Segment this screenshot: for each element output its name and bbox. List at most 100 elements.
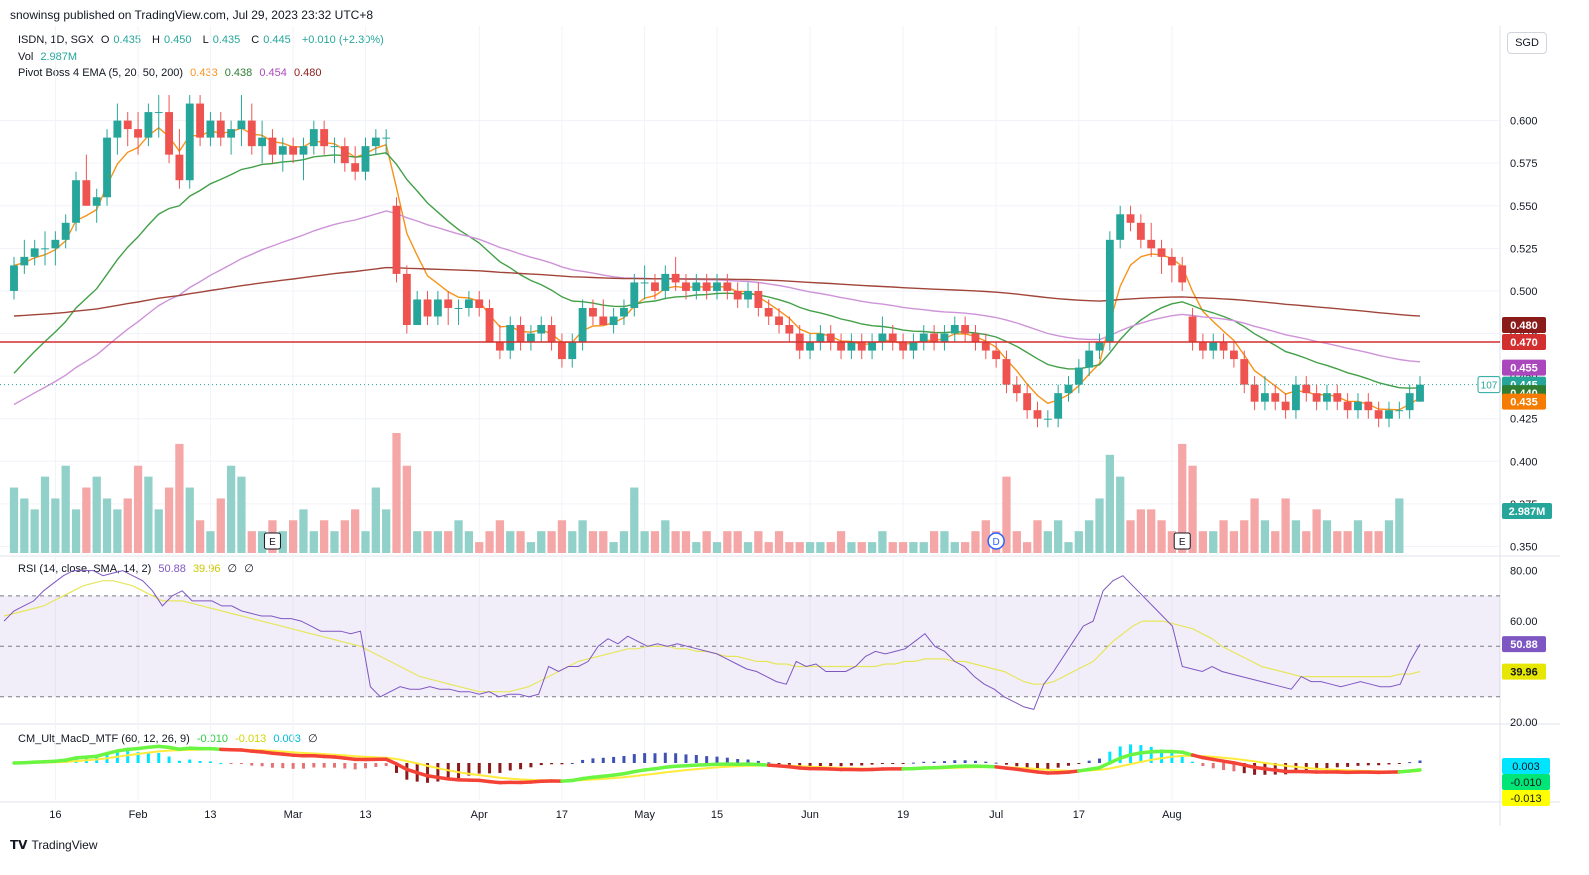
- macd-hist-bar: [1160, 749, 1164, 763]
- candle-body: [454, 307, 463, 309]
- volume-bar: [1043, 531, 1052, 553]
- volume-bar: [320, 520, 329, 553]
- candle: [361, 137, 370, 181]
- price-tick-label: 0.450: [1510, 371, 1538, 383]
- candle: [557, 333, 566, 368]
- candle-body: [1354, 401, 1362, 411]
- volume-bar: [609, 542, 618, 553]
- volume-bar: [1353, 520, 1363, 553]
- macd-line-segment: [1242, 763, 1257, 770]
- volume-bar: [257, 531, 267, 553]
- volume-bar: [1074, 531, 1083, 553]
- candle: [82, 154, 91, 206]
- macd-line-segment: [1108, 756, 1122, 765]
- volume-bar: [898, 542, 908, 553]
- price-label-text: 0.455: [1510, 363, 1538, 375]
- candle-body: [1178, 265, 1187, 283]
- candle: [713, 273, 721, 300]
- ohlc-low: L 0.435: [202, 34, 241, 46]
- candle-body: [1033, 410, 1042, 419]
- candle: [1002, 350, 1011, 394]
- volume-label[interactable]: Vol: [18, 51, 34, 63]
- macd-hist-bar: [426, 763, 430, 783]
- candle-body: [1395, 410, 1404, 412]
- macd-line-segment: [1273, 768, 1288, 774]
- candle: [754, 282, 763, 317]
- candle-body: [1374, 410, 1383, 419]
- event-label: D: [993, 537, 1000, 548]
- candle-body: [485, 307, 494, 343]
- price-label-box: [1502, 317, 1546, 334]
- ema-lines: [13, 126, 1421, 411]
- macd-line-segment: [343, 756, 357, 762]
- macd-hist-bar: [1108, 751, 1112, 763]
- macd-hist-bar: [64, 759, 68, 763]
- volume-bar: [888, 542, 897, 553]
- macd-line-segment: [177, 746, 192, 751]
- ema-label[interactable]: Pivot Boss 4 EMA (5, 20, 50, 200): [18, 67, 184, 79]
- rsi-label[interactable]: RSI (14, close, SMA, 14, 2): [18, 563, 152, 575]
- macd-hist-bar: [1191, 761, 1195, 763]
- volume-bar: [1198, 531, 1208, 553]
- time-tick-label: May: [634, 809, 655, 821]
- candle-body: [651, 282, 659, 291]
- macd-hist-bar: [663, 752, 667, 763]
- volume-bar: [1364, 531, 1373, 553]
- macd-hist-bar: [467, 763, 471, 776]
- candle-body: [1364, 401, 1373, 411]
- rsi-label-text: 39.96: [1510, 667, 1538, 679]
- macd-line-segment: [1097, 761, 1112, 770]
- candle-body: [1074, 367, 1083, 385]
- candle: [1157, 239, 1166, 274]
- macd-line-segment: [1118, 753, 1133, 760]
- time-tick-label: Feb: [129, 809, 148, 821]
- symbol-label[interactable]: ISDN, 1D, SGX: [18, 34, 94, 46]
- tradingview-brand[interactable]: 𝗧𝗩 TradingView: [10, 838, 98, 852]
- rsi-band: [0, 595, 1500, 697]
- candle-body: [1147, 239, 1156, 249]
- candles: [10, 95, 1424, 428]
- candle-body: [775, 316, 783, 326]
- macd-line-segment: [560, 778, 575, 783]
- macd-line-segment: [632, 768, 647, 774]
- candle-body: [1157, 248, 1166, 257]
- price-lines: [0, 341, 1500, 386]
- volume-bar: [123, 498, 132, 553]
- volume-bar: [547, 531, 556, 553]
- macd-hist-bar: [1294, 763, 1298, 773]
- candle: [671, 256, 680, 291]
- candle: [413, 290, 422, 326]
- macd-label[interactable]: CM_Ult_MacD_MTF (60, 12, 26, 9): [18, 733, 190, 745]
- macd-line-segment: [591, 774, 606, 779]
- volume-bar: [1302, 531, 1311, 553]
- macd-hist-bar: [1377, 763, 1381, 766]
- macd-line-segment: [312, 754, 326, 759]
- volume-bar: [1126, 520, 1135, 553]
- price-label-box: [1502, 334, 1546, 351]
- volume-bar: [475, 542, 484, 553]
- candle-body: [30, 248, 39, 257]
- macd-signal-line: [13, 748, 1421, 782]
- macd-hist-bar: [167, 756, 171, 763]
- volume-bar: [909, 542, 918, 553]
- volume-bar: [702, 531, 711, 553]
- volume-bar: [102, 498, 112, 553]
- macd-hist-bar: [529, 763, 533, 768]
- candle-body: [1302, 384, 1311, 394]
- macd-hist-bar: [891, 763, 895, 764]
- volume-bar: [40, 476, 50, 553]
- candle: [1136, 214, 1145, 249]
- volume-bar: [51, 498, 60, 553]
- macd-hist-bar: [12, 763, 16, 764]
- volume-bar: [774, 531, 784, 553]
- macd-hist-bar: [1335, 763, 1339, 768]
- event-label: E: [1179, 537, 1186, 548]
- candle: [888, 325, 897, 351]
- currency-button[interactable]: SGD: [1507, 32, 1547, 54]
- candle: [392, 197, 401, 283]
- macd-hist-bar: [756, 760, 760, 763]
- macd-hist-bar: [146, 752, 150, 763]
- candle: [1209, 333, 1218, 360]
- macd-line-segment: [1139, 750, 1153, 755]
- candle: [320, 120, 329, 155]
